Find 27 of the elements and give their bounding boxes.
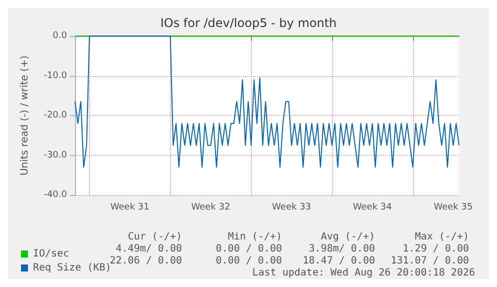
- text: Max (-/+): [414, 232, 469, 242]
- text: Last update: Wed Aug 26 20:00:18 2026: [252, 268, 475, 278]
- y-tick-label: -40.0: [44, 190, 68, 200]
- text: Cur (-/+): [128, 232, 182, 242]
- text: 3.98m/ 0.00: [308, 244, 375, 254]
- legend-label: Req Size (KB): [33, 262, 112, 274]
- y-tick-label: 0.0: [52, 31, 68, 41]
- text: 22.06 / 0.00: [110, 256, 182, 266]
- x-tick-label: Week 35: [434, 202, 473, 212]
- x-tick-label: Week 32: [191, 202, 230, 212]
- text: 18.47 / 0.00: [302, 256, 375, 266]
- y-tick-label: -30.0: [44, 150, 68, 160]
- text: Avg (-/+): [320, 232, 375, 242]
- y-axis-title: Units read (-) / write (+): [20, 55, 30, 176]
- y-tick-label: -20.0: [44, 110, 68, 120]
- text: 4.49m/ 0.00: [116, 244, 182, 254]
- legend-label: IO/sec: [33, 248, 70, 260]
- text: 1.29 / 0.00: [402, 244, 469, 254]
- x-tick-label: Week 33: [272, 202, 312, 212]
- chart-title: IOs for /dev/loop5 - by month: [160, 16, 337, 30]
- y-tick-label: -10.0: [44, 70, 68, 81]
- x-tick-label: Week 34: [352, 202, 392, 212]
- text: 131.07 / 0.00: [390, 256, 469, 266]
- text: 0.00 / 0.00: [216, 244, 282, 254]
- text: Min (-/+): [228, 232, 282, 242]
- x-tick-label: Week 31: [110, 202, 150, 212]
- text: 0.00 / 0.00: [216, 256, 282, 266]
